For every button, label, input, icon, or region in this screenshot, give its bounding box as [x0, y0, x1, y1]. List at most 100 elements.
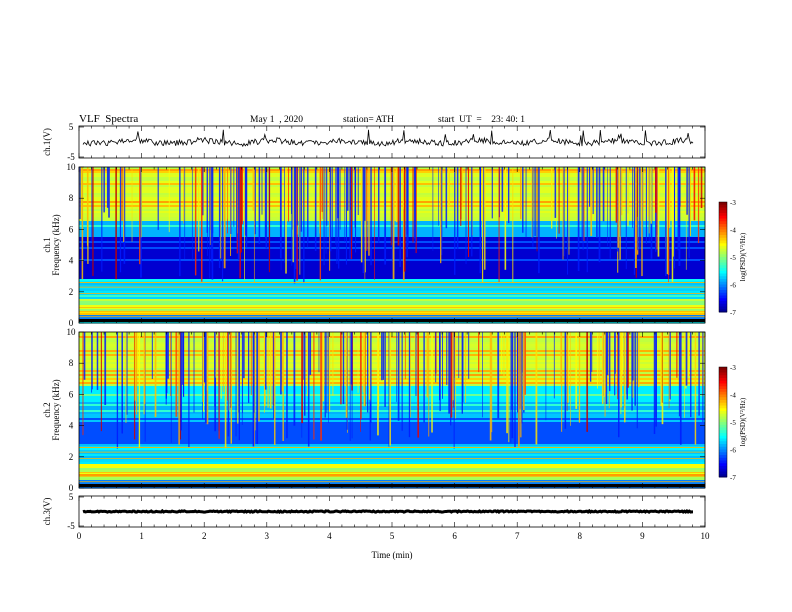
sferic-streak	[200, 167, 203, 282]
sferic-streak	[265, 167, 268, 249]
sferic-streak	[326, 332, 328, 413]
colorbar-step	[719, 433, 727, 437]
spectrogram-band	[79, 480, 705, 483]
spectrogram-band	[79, 297, 705, 300]
spectrogram-band	[79, 462, 705, 465]
sferic-streak	[154, 332, 157, 418]
sferic-streak	[556, 167, 557, 239]
spectrogram-band	[79, 350, 705, 353]
spectrogram-band	[79, 380, 705, 383]
spectrogram-band	[79, 476, 705, 479]
sferic-streak	[426, 332, 429, 398]
sferic-streak	[335, 167, 336, 245]
sferic-streak	[345, 167, 348, 265]
sferic-streak	[263, 332, 266, 407]
sferic-streak	[440, 167, 443, 256]
sferic-streak	[445, 167, 448, 229]
sferic-streak	[415, 332, 417, 397]
colorbar-step	[719, 411, 727, 415]
sferic-streak	[286, 332, 288, 439]
sferic-streak	[389, 332, 391, 446]
sferic-streak	[179, 167, 181, 277]
sferic-streak	[503, 332, 505, 378]
sferic-streak	[679, 332, 682, 445]
sferic-streak	[624, 332, 626, 423]
spectrogram-band	[79, 478, 705, 481]
sferic-streak	[370, 167, 372, 266]
sferic-streak	[237, 332, 239, 424]
spectrogram-band	[79, 340, 705, 343]
x-axis-label: Time (min)	[372, 550, 413, 560]
sferic-streak	[619, 167, 621, 260]
sferic-streak	[414, 167, 416, 243]
sferic-streak	[597, 332, 598, 389]
colorbar-step	[719, 380, 727, 384]
colorbar-label: log(PSD)(V²/Hz)	[739, 397, 747, 446]
spectrogram-band	[79, 414, 705, 417]
sferic-streak	[410, 332, 411, 418]
sferic-streak	[290, 167, 292, 214]
sferic-streak	[261, 167, 263, 215]
spectrogram-band	[79, 376, 705, 379]
spectrogram-1	[79, 167, 705, 324]
sferic-streak	[392, 167, 395, 280]
sferic-streak	[641, 167, 643, 277]
sferic-streak	[519, 167, 522, 220]
sferic-streak	[382, 332, 384, 380]
spectrogram-band	[79, 352, 705, 355]
colorbar-step	[719, 422, 727, 426]
colorbar-step	[719, 273, 727, 277]
spectrogram-band	[79, 400, 705, 403]
sferic-streak	[561, 332, 563, 432]
colorbar-step	[719, 237, 727, 241]
sferic-streak	[337, 167, 339, 219]
spectrogram-band	[79, 368, 705, 371]
sferic-streak	[406, 167, 408, 258]
sferic-streak	[203, 332, 206, 383]
sferic-streak	[345, 332, 348, 418]
sferic-streak	[184, 167, 186, 260]
spectrogram-band	[79, 464, 705, 467]
sferic-streak	[328, 332, 331, 412]
sferic-streak	[452, 332, 455, 401]
sferic-streak	[340, 332, 342, 405]
sferic-streak	[665, 167, 667, 277]
colorbar-step	[719, 375, 727, 379]
sferic-streak	[634, 332, 636, 406]
spectrogram-band	[79, 420, 705, 423]
sferic-streak	[115, 167, 117, 280]
spectrogram-band	[79, 438, 705, 441]
sferic-streak	[144, 332, 146, 404]
spectrogram-band	[79, 392, 705, 395]
spectrogram-band	[79, 275, 705, 278]
sferic-streak	[617, 167, 620, 248]
spectrogram-band	[79, 398, 705, 401]
spectrogram-band	[79, 299, 705, 302]
sferic-streak	[206, 167, 208, 233]
colorbar-tick-label: -4	[730, 392, 736, 400]
sferic-streak	[218, 332, 220, 439]
colorbar-step	[719, 232, 727, 236]
sferic-streak	[589, 332, 592, 382]
sferic-streak	[123, 167, 125, 242]
sferic-streak	[478, 332, 480, 373]
sferic-streak	[632, 332, 634, 381]
spectrogram-band	[79, 283, 705, 286]
colorbar-step	[719, 391, 727, 395]
sferic-streak	[442, 332, 443, 399]
sferic-streak	[456, 167, 459, 250]
chart-station: station= ATH	[343, 115, 395, 125]
x-tick-label: 2	[202, 531, 207, 541]
sferic-streak	[403, 167, 406, 272]
colorbar-step	[719, 424, 727, 428]
sferic-streak	[648, 167, 650, 234]
sferic-streak	[471, 167, 473, 257]
sferic-streak	[228, 332, 230, 411]
spectrogram-2	[79, 332, 705, 489]
colorbar-step	[719, 444, 727, 448]
colorbar-step	[719, 430, 727, 434]
colorbar-step	[719, 276, 727, 280]
spectrogram-band	[79, 289, 705, 292]
sferic-streak	[281, 332, 283, 392]
sferic-streak	[238, 332, 240, 441]
